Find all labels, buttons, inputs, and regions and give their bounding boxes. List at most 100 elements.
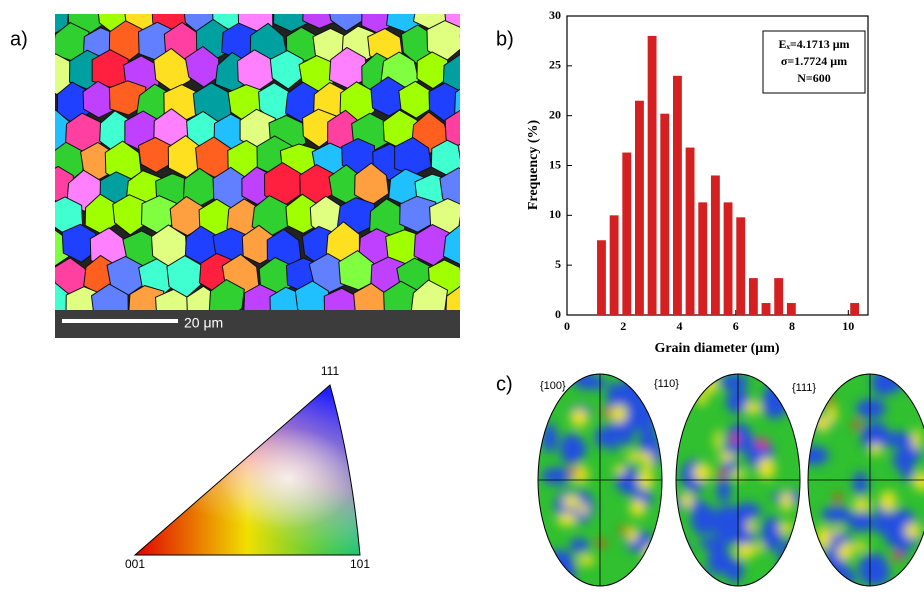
grain bbox=[454, 88, 460, 117]
mid-intensity bbox=[680, 492, 694, 509]
x-tick-label: 0 bbox=[564, 319, 570, 333]
mid-intensity bbox=[562, 494, 581, 509]
pole-outline bbox=[675, 373, 801, 587]
low-intensity bbox=[541, 467, 572, 485]
low-intensity bbox=[821, 506, 852, 523]
high-intensity bbox=[893, 552, 902, 561]
mid-intensity bbox=[613, 464, 626, 476]
mid-intensity bbox=[714, 429, 723, 451]
bar bbox=[609, 215, 619, 315]
bar bbox=[635, 100, 644, 315]
panel-label: a) bbox=[10, 28, 28, 50]
mid-intensity bbox=[578, 503, 589, 516]
grain bbox=[399, 195, 437, 233]
low-intensity bbox=[778, 540, 800, 572]
x-tick-label: 6 bbox=[733, 319, 739, 333]
mid-intensity bbox=[817, 419, 829, 433]
x-tick-label: 4 bbox=[677, 319, 683, 333]
pole-label: {111} bbox=[792, 382, 816, 394]
mid-intensity bbox=[643, 543, 658, 565]
pole-outline bbox=[807, 373, 924, 587]
high-intensity bbox=[833, 493, 842, 502]
mid-intensity bbox=[836, 544, 854, 561]
panel-label: c) bbox=[496, 373, 513, 395]
low-intensity bbox=[595, 426, 609, 449]
low-intensity bbox=[718, 374, 749, 390]
pole-figure bbox=[808, 374, 924, 586]
low-intensity bbox=[761, 516, 783, 552]
grain bbox=[445, 285, 460, 310]
mid-intensity bbox=[556, 512, 577, 527]
bar bbox=[685, 147, 695, 315]
low-intensity bbox=[676, 567, 701, 585]
y-axis-label: Frequency (%) bbox=[526, 119, 541, 210]
low-intensity bbox=[683, 570, 710, 586]
bar bbox=[660, 113, 670, 315]
mid-intensity bbox=[746, 519, 756, 533]
high-intensity bbox=[620, 526, 629, 535]
grain bbox=[61, 223, 98, 263]
bar bbox=[786, 303, 796, 315]
y-tick-label: 15 bbox=[549, 157, 561, 171]
grain bbox=[461, 253, 497, 291]
ipf-label: 111 bbox=[321, 364, 340, 378]
pole-label: {100} bbox=[540, 380, 566, 392]
grain bbox=[416, 51, 450, 90]
y-tick-label: 25 bbox=[549, 58, 561, 72]
bar bbox=[736, 217, 746, 315]
mid-intensity bbox=[626, 526, 638, 544]
bar bbox=[672, 75, 682, 315]
mid-intensity bbox=[879, 490, 897, 512]
pole-label: {110} bbox=[654, 378, 679, 390]
high-intensity bbox=[602, 408, 611, 417]
low-intensity bbox=[676, 540, 689, 566]
mid-intensity bbox=[744, 401, 762, 415]
high-intensity bbox=[597, 539, 606, 548]
grain bbox=[272, 14, 310, 32]
annotation: σ=1.7724 μm bbox=[781, 54, 847, 68]
mid-intensity bbox=[852, 497, 871, 512]
ipf-label: 001 bbox=[125, 557, 145, 571]
low-intensity bbox=[824, 565, 856, 586]
bar bbox=[647, 35, 657, 315]
low-intensity bbox=[853, 471, 868, 496]
bar bbox=[710, 175, 720, 315]
low-intensity bbox=[808, 446, 829, 465]
low-intensity bbox=[858, 553, 889, 584]
bar bbox=[761, 303, 771, 315]
bar bbox=[723, 202, 733, 315]
low-intensity bbox=[895, 525, 909, 560]
scale-bar-label: 20 μm bbox=[184, 315, 223, 331]
mid-intensity bbox=[637, 468, 654, 491]
grain bbox=[108, 80, 147, 116]
x-tick-label: 8 bbox=[789, 319, 795, 333]
low-intensity bbox=[733, 502, 761, 519]
mid-intensity bbox=[904, 522, 922, 539]
mid-intensity bbox=[827, 403, 838, 424]
high-intensity bbox=[852, 420, 861, 429]
low-intensity bbox=[560, 433, 584, 465]
mid-intensity bbox=[695, 391, 708, 406]
grain bbox=[90, 283, 129, 310]
bar bbox=[850, 303, 860, 315]
mid-intensity bbox=[853, 541, 868, 552]
low-intensity bbox=[847, 512, 875, 532]
panel-label: b) bbox=[496, 28, 514, 50]
histogram-chart: Frequency (%) Grain diameter (μm) 0 5 10 15… bbox=[526, 8, 869, 356]
ipf-outline bbox=[133, 384, 361, 556]
scale-bar bbox=[62, 319, 178, 323]
grain bbox=[442, 53, 460, 94]
mid-intensity bbox=[643, 450, 653, 472]
grain bbox=[329, 14, 364, 32]
pole-intensity bbox=[676, 374, 800, 586]
mid-intensity bbox=[912, 471, 924, 491]
y-tick-label: 20 bbox=[549, 107, 561, 121]
grain bbox=[269, 50, 304, 90]
x-tick-label: 10 bbox=[842, 319, 854, 333]
x-axis-label: Grain diameter (μm) bbox=[654, 341, 779, 356]
y-tick-label: 30 bbox=[549, 8, 561, 22]
high-intensity bbox=[759, 440, 768, 449]
scale-bar-strip bbox=[55, 310, 460, 338]
pole-figure bbox=[676, 374, 800, 586]
